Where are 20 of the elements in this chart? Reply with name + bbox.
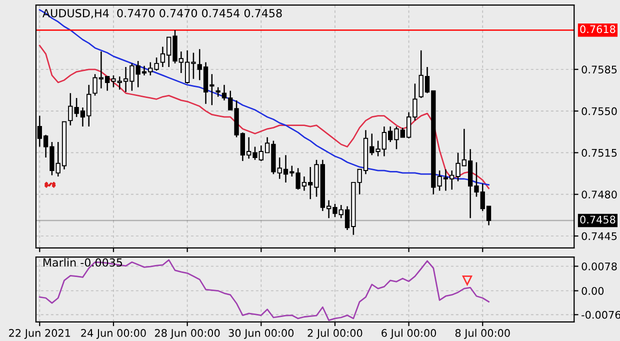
y-tick-label: 0.00 — [582, 286, 604, 295]
y-tick-label: 0.7515 — [582, 148, 617, 157]
x-tick-label: 28 Jun 00:00 — [154, 329, 220, 339]
ref-line-label: 0.7458 — [580, 216, 616, 224]
ref-line-label: 0.7618 — [580, 25, 616, 34]
y-tick-label: 0.7480 — [582, 190, 617, 198]
line-series — [38, 44, 490, 190]
x-tick-label: 6 Jul 00:00 — [382, 328, 436, 339]
x-tick-label: 30 Jun 00:00 — [228, 329, 294, 339]
line-series — [38, 259, 490, 322]
x-tick-label: 8 Jul 00:00 — [455, 328, 510, 339]
x-tick-label: 2 Jul 00:00 — [308, 328, 362, 339]
y-tick-label: 0.7585 — [582, 66, 617, 74]
y-tick-label: 0.7445 — [582, 232, 617, 240]
line-series — [38, 9, 490, 186]
y-tick-label: 0.7550 — [582, 107, 617, 116]
candlestick — [216, 86, 220, 98]
y-tick-label: 0.0078 — [582, 262, 617, 270]
x-tick-label: 24 Jun 00:00 — [81, 329, 146, 339]
x-tick-label: 22 Jun 2021 — [9, 329, 70, 339]
